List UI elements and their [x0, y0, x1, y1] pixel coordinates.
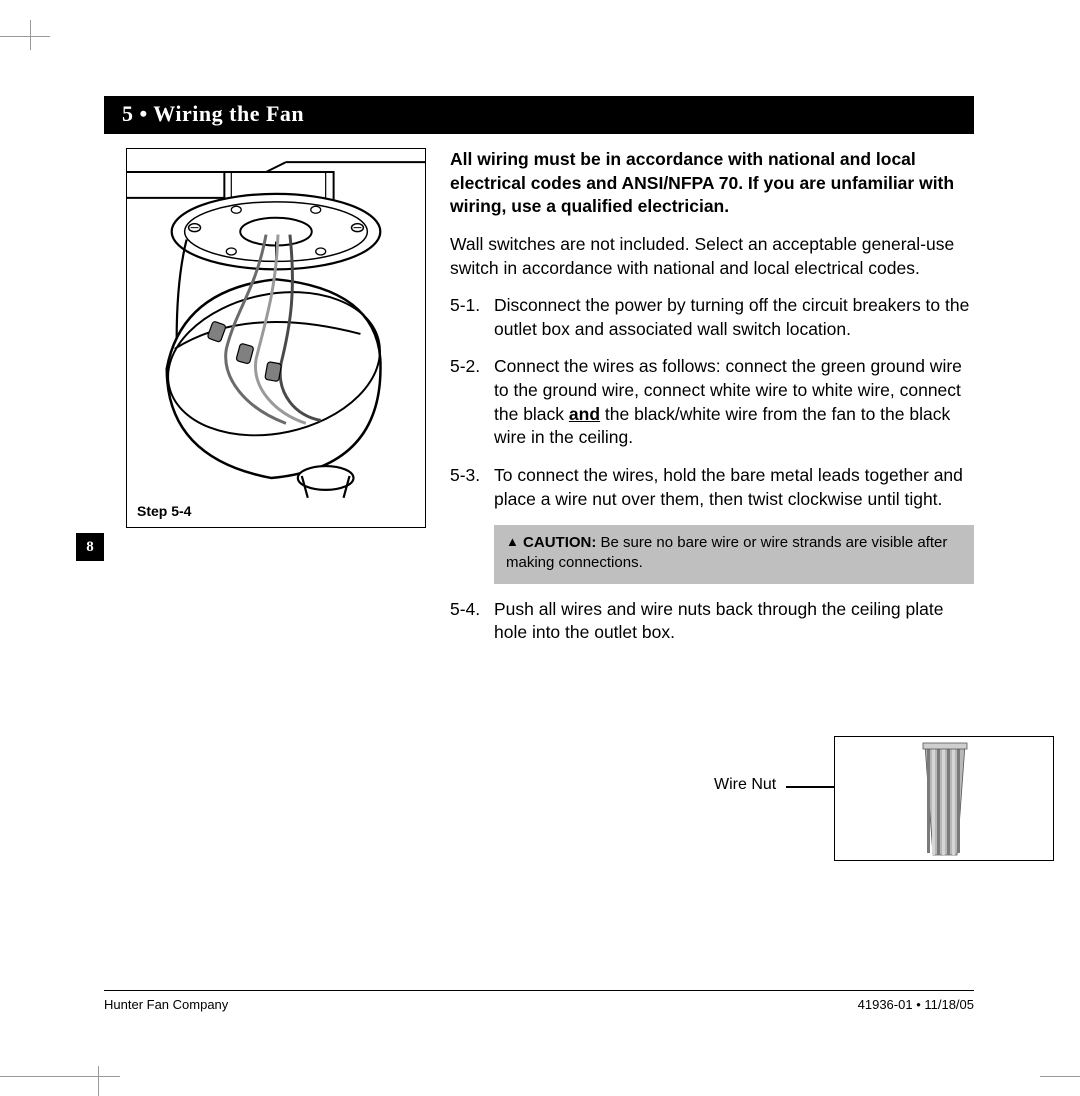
step-5-1: 5-1. Disconnect the power by turning off… — [450, 294, 974, 341]
manual-page: 5 • Wiring the Fan — [104, 96, 974, 659]
step-number: 5-2. — [450, 355, 494, 450]
step-number: 5-3. — [450, 464, 494, 511]
wire-nut-box — [834, 736, 1054, 861]
warning-paragraph: All wiring must be in accordance with na… — [450, 148, 974, 219]
caution-label: CAUTION: — [523, 534, 596, 551]
text-column: All wiring must be in accordance with na… — [424, 148, 974, 659]
figure-column: Step 5-4 — [104, 148, 424, 659]
footer-company: Hunter Fan Company — [104, 997, 228, 1012]
wiring-illustration-box: Step 5-4 — [126, 148, 426, 528]
caution-box: ▲ CAUTION: Be sure no bare wire or wire … — [494, 525, 974, 584]
step-text: Push all wires and wire nuts back throug… — [494, 598, 974, 645]
step-text: To connect the wires, hold the bare meta… — [494, 464, 974, 511]
figure-caption: Step 5-4 — [137, 503, 191, 519]
step-5-3: 5-3. To connect the wires, hold the bare… — [450, 464, 974, 511]
step-text: Connect the wires as follows: connect th… — [494, 355, 974, 450]
step-list-continued: 5-4. Push all wires and wire nuts back t… — [450, 598, 974, 645]
wire-nut-label: Wire Nut — [714, 776, 776, 794]
step-5-2: 5-2. Connect the wires as follows: conne… — [450, 355, 974, 450]
page-footer: Hunter Fan Company 41936-01 • 11/18/05 — [104, 990, 974, 1012]
warning-triangle-icon: ▲ — [506, 533, 519, 551]
step-number: 5-1. — [450, 294, 494, 341]
wire-nut-figure: Wire Nut — [714, 736, 1064, 876]
wire-nut-illustration — [835, 737, 1055, 862]
page-number-tab: 8 — [76, 533, 104, 561]
intro-paragraph: Wall switches are not included. Select a… — [450, 233, 974, 280]
content-row: Step 5-4 All wiring must be in accordanc… — [104, 148, 974, 659]
step-text: Disconnect the power by turning off the … — [494, 294, 974, 341]
step-5-4: 5-4. Push all wires and wire nuts back t… — [450, 598, 974, 645]
crop-mark-bottom-left — [0, 1066, 120, 1086]
wiring-illustration — [127, 149, 425, 499]
step-number: 5-4. — [450, 598, 494, 645]
footer-docnum-date: 41936-01 • 11/18/05 — [858, 997, 974, 1012]
section-header: 5 • Wiring the Fan — [104, 96, 974, 134]
crop-mark-top-left — [0, 30, 50, 44]
crop-mark-bottom-right — [1040, 1066, 1080, 1086]
step-list: 5-1. Disconnect the power by turning off… — [450, 294, 974, 511]
step-text-underlined: and — [569, 404, 600, 424]
